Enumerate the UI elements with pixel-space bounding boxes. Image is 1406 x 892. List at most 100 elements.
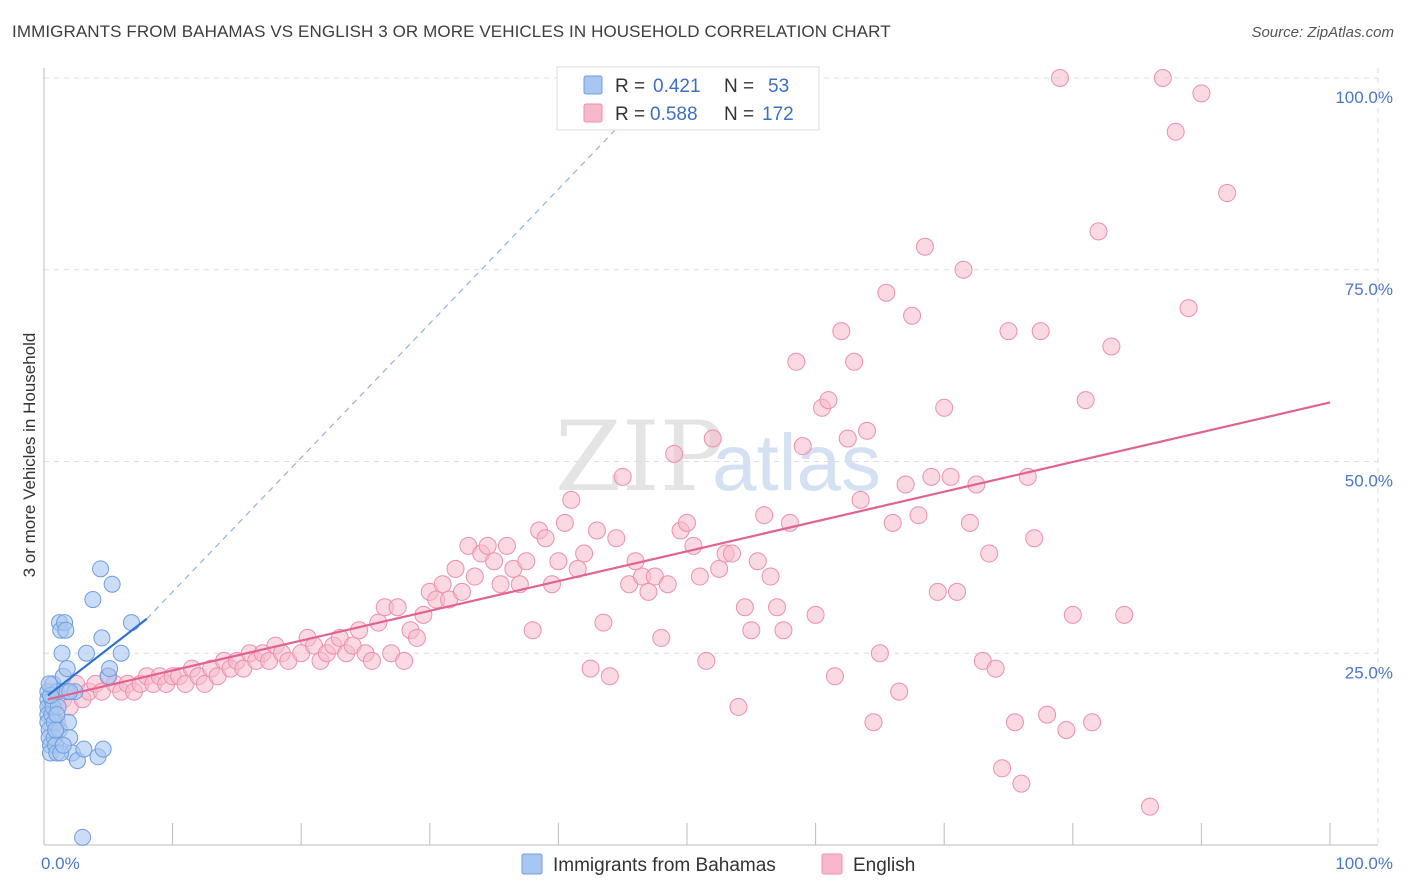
english-point xyxy=(562,490,581,509)
english-point xyxy=(465,567,484,586)
english-point xyxy=(1218,184,1237,203)
english-point xyxy=(742,621,761,640)
english-point xyxy=(755,506,774,525)
y-tick-label: 75.0% xyxy=(1345,280,1393,299)
english-point xyxy=(478,536,497,555)
english-point xyxy=(1005,713,1024,732)
legend-n-label-bahamas: N = xyxy=(724,76,754,97)
watermark: ZIP atlas xyxy=(555,401,881,513)
bottom-legend-swatch-english xyxy=(821,853,843,875)
english-point xyxy=(600,667,619,686)
bottom-legend-swatch-bahamas xyxy=(521,853,543,875)
english-point xyxy=(806,605,825,624)
bahamas-point xyxy=(77,644,95,662)
english-point xyxy=(890,682,909,701)
english-point xyxy=(723,544,742,563)
english-point xyxy=(1166,122,1185,141)
english-point xyxy=(1012,774,1031,793)
legend-r-value-english: 0.588 xyxy=(650,104,698,125)
english-point xyxy=(819,391,838,410)
chart-title: IMMIGRANTS FROM BAHAMAS VS ENGLISH 3 OR … xyxy=(12,22,891,41)
english-point xyxy=(433,575,452,594)
watermark-zip: ZIP xyxy=(555,401,724,513)
bahamas-trendline xyxy=(47,617,148,697)
legend-n-value-bahamas: 53 xyxy=(768,76,789,97)
y-tick-label: 50.0% xyxy=(1345,472,1393,491)
english-point xyxy=(549,552,568,571)
bahamas-point xyxy=(112,644,130,662)
bahamas-point xyxy=(47,721,65,739)
english-point xyxy=(903,306,922,325)
english-point xyxy=(909,506,928,525)
x-tick-labels: 0.0% 100.0% xyxy=(41,854,1393,873)
english-point xyxy=(665,444,684,463)
english-point xyxy=(1076,391,1095,410)
english-point xyxy=(761,567,780,586)
english-point xyxy=(1083,713,1102,732)
bahamas-point xyxy=(75,740,93,758)
english-point xyxy=(858,421,877,440)
english-point xyxy=(1038,705,1057,724)
english-point xyxy=(575,544,594,563)
english-point xyxy=(1057,720,1076,739)
english-point xyxy=(710,559,729,578)
english-point xyxy=(980,544,999,563)
source-label: Source: ZipAtlas.com xyxy=(1251,24,1394,41)
bahamas-trendline-extension xyxy=(146,108,636,620)
english-point xyxy=(594,613,613,632)
legend-r-value-bahamas: 0.421 xyxy=(653,76,701,97)
english-point xyxy=(954,260,973,279)
english-point xyxy=(678,513,696,532)
english-point xyxy=(793,437,812,456)
bahamas-point xyxy=(93,629,111,647)
english-point xyxy=(960,513,979,532)
english-point xyxy=(993,759,1012,778)
english-point xyxy=(768,598,787,617)
english-point xyxy=(407,628,426,647)
bahamas-point xyxy=(54,736,72,754)
y-tick-label: 100.0% xyxy=(1335,88,1393,107)
english-point xyxy=(1153,69,1172,87)
bahamas-point xyxy=(48,706,66,724)
legend-r-label-bahamas: R = xyxy=(615,76,645,97)
english-point xyxy=(787,352,806,371)
bahamas-point xyxy=(61,683,79,701)
x-tick-label: 0.0% xyxy=(41,854,80,873)
bottom-legend: Immigrants from Bahamas English xyxy=(521,853,915,876)
legend: R = 0.421 N = 53 R = 0.588 N = 172 xyxy=(556,66,820,131)
english-point xyxy=(883,513,902,532)
english-point xyxy=(581,659,600,678)
english-point xyxy=(1089,222,1108,241)
bottom-legend-label-english: English xyxy=(853,855,915,876)
bahamas-point xyxy=(101,660,119,678)
bahamas-point xyxy=(84,591,102,609)
english-point xyxy=(748,552,767,571)
english-point xyxy=(928,582,947,601)
legend-n-value-english: 172 xyxy=(762,104,794,125)
bahamas-point xyxy=(74,828,92,846)
y-tick-labels: 25.0% 50.0% 75.0% 100.0% xyxy=(1335,88,1393,682)
english-point xyxy=(523,621,542,640)
english-point xyxy=(845,352,864,371)
english-point xyxy=(652,628,671,647)
bahamas-point xyxy=(122,614,140,632)
bahamas-point xyxy=(40,675,58,693)
english-point xyxy=(1179,299,1198,318)
english-point xyxy=(838,429,857,448)
bahamas-point xyxy=(92,560,110,578)
y-tick-label: 25.0% xyxy=(1345,663,1393,682)
bottom-legend-label-bahamas: Immigrants from Bahamas xyxy=(553,855,776,876)
english-point xyxy=(658,575,677,594)
english-point xyxy=(870,644,889,663)
bahamas-point xyxy=(94,740,112,758)
english-point xyxy=(832,322,851,341)
english-point xyxy=(896,475,915,494)
english-point xyxy=(948,582,967,601)
english-point xyxy=(864,713,883,732)
english-point xyxy=(941,467,960,486)
english-point xyxy=(915,237,934,256)
legend-swatch-english xyxy=(583,103,603,123)
bahamas-point xyxy=(57,621,75,639)
english-point xyxy=(735,598,754,617)
english-point xyxy=(986,659,1005,678)
